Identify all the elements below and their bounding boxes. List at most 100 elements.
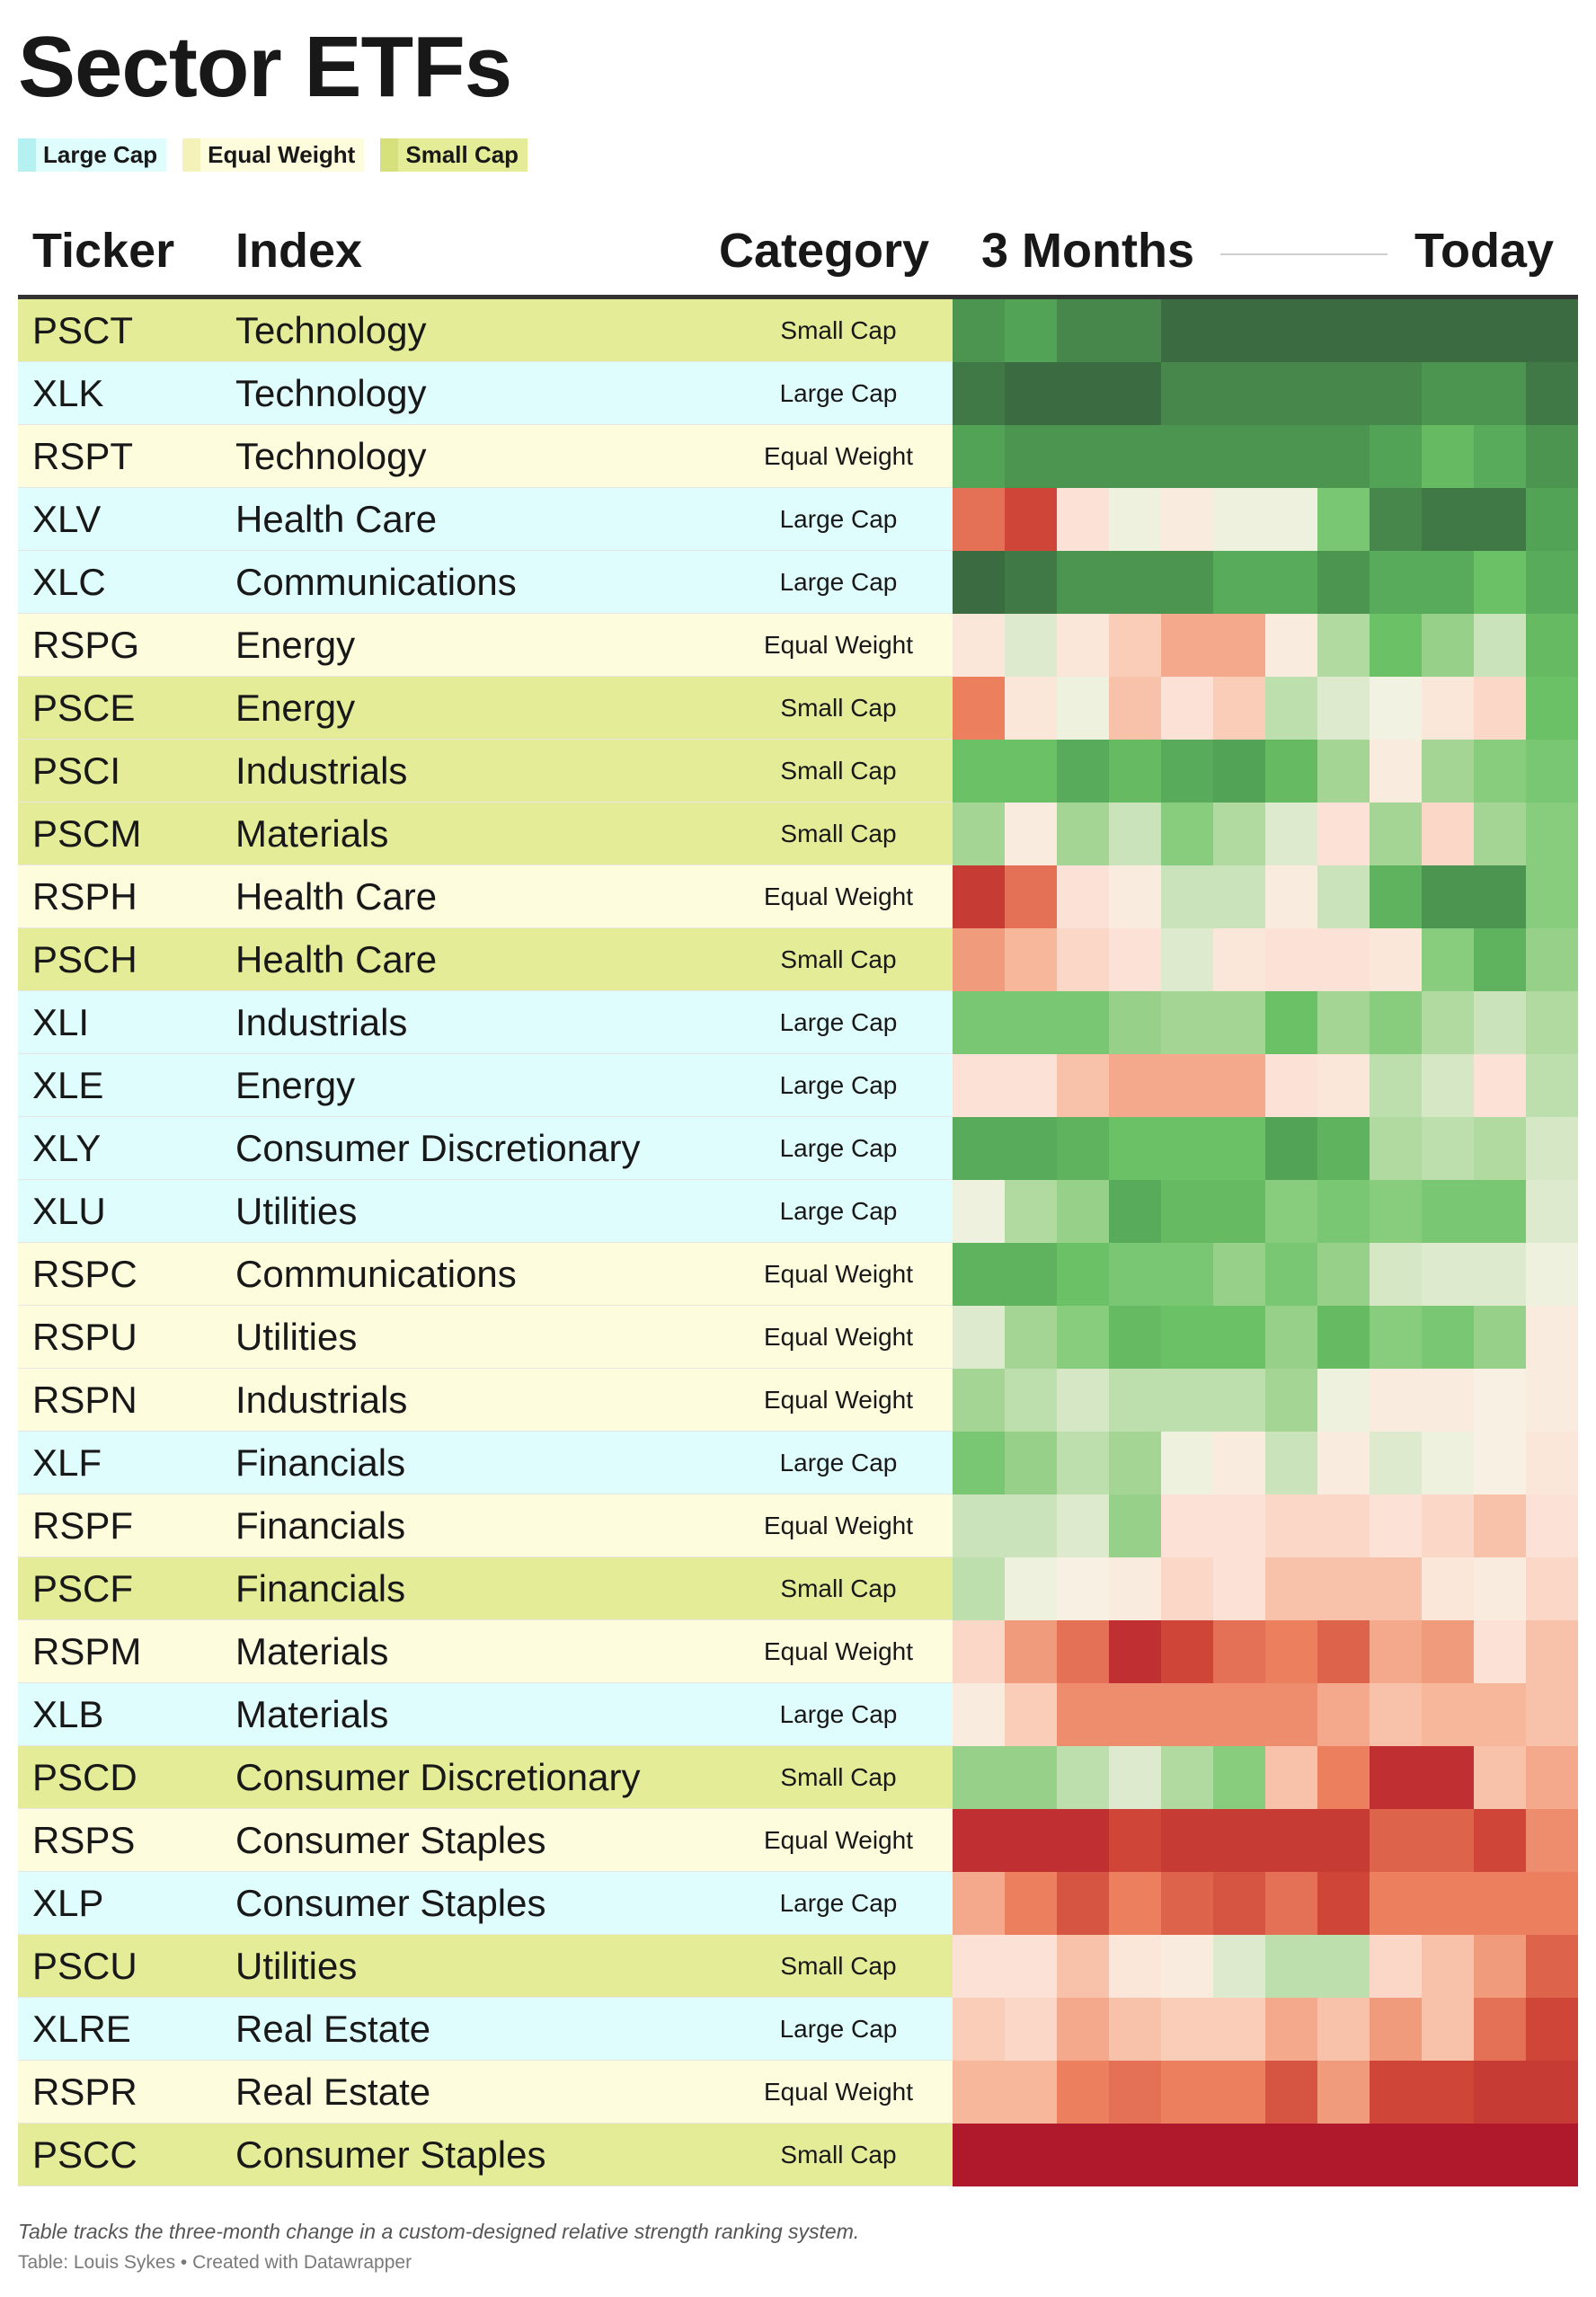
category-cell: Large Cap — [779, 2015, 898, 2043]
table-row: RSPH Health Care Equal Weight — [18, 865, 1578, 928]
header-category[interactable]: Category — [719, 224, 930, 278]
heat-cell — [1005, 2061, 1057, 2124]
heat-cell — [1109, 1998, 1161, 2061]
index-cell: Technology — [235, 309, 427, 351]
table-row: RSPS Consumer Staples Equal Weight — [18, 1809, 1578, 1872]
heat-strip — [953, 425, 1578, 488]
legend-swatch — [18, 138, 36, 172]
heat-cell — [1005, 803, 1057, 865]
heat-cell — [1213, 425, 1265, 488]
heat-cell — [953, 488, 1005, 551]
heat-cell — [1474, 362, 1526, 425]
heat-cell — [1213, 362, 1265, 425]
heat-cell — [1474, 740, 1526, 803]
heat-cell — [1109, 2124, 1161, 2186]
heat-cell — [1474, 1557, 1526, 1620]
header-ticker[interactable]: Ticker — [32, 224, 175, 278]
ticker-cell: XLRE — [32, 2008, 131, 2050]
heat-cell — [1422, 865, 1474, 928]
heat-cell — [1109, 1620, 1161, 1683]
heat-cell — [1005, 1998, 1057, 2061]
heat-cell — [1526, 1117, 1578, 1180]
heat-cell — [1057, 740, 1109, 803]
heat-cell — [1109, 865, 1161, 928]
heat-cell — [1422, 1180, 1474, 1243]
heat-cell — [1005, 1243, 1057, 1306]
heat-cell — [1109, 1746, 1161, 1809]
index-cell: Energy — [235, 624, 356, 666]
heat-cell — [1265, 1809, 1317, 1872]
heat-cell — [1317, 1306, 1370, 1369]
heat-cell — [1422, 928, 1474, 991]
heat-cell — [1265, 2124, 1317, 2186]
heat-cell — [1005, 425, 1057, 488]
heat-cell — [1109, 1054, 1161, 1117]
heat-cell — [1422, 425, 1474, 488]
index-cell: Materials — [235, 1630, 389, 1672]
ticker-cell: PSCH — [32, 938, 137, 980]
index-cell: Health Care — [235, 938, 438, 980]
heat-cell — [1422, 677, 1474, 740]
table-row: XLB Materials Large Cap — [18, 1683, 1578, 1746]
heat-cell — [1057, 1620, 1109, 1683]
table-row: XLV Health Care Large Cap — [18, 488, 1578, 551]
heat-cell — [953, 1620, 1005, 1683]
header-index[interactable]: Index — [235, 224, 363, 278]
ticker-cell: PSCD — [32, 1756, 137, 1798]
heat-cell — [1057, 1998, 1109, 2061]
heat-cell — [1317, 551, 1370, 614]
heat-cell — [1526, 425, 1578, 488]
heat-cell — [1161, 1432, 1213, 1494]
heat-cell — [1109, 425, 1161, 488]
heat-cell — [1005, 1746, 1057, 1809]
heat-cell — [1474, 551, 1526, 614]
heat-cell — [1370, 991, 1422, 1054]
heat-cell — [1161, 1243, 1213, 1306]
heat-cell — [1213, 551, 1265, 614]
heat-strip — [953, 1432, 1578, 1494]
heat-cell — [1057, 1369, 1109, 1432]
heat-cell — [1474, 1180, 1526, 1243]
heat-cell — [1474, 803, 1526, 865]
heat-cell — [1422, 2061, 1474, 2124]
category-cell: Small Cap — [780, 945, 897, 973]
heat-cell — [1370, 1809, 1422, 1872]
heat-strip — [953, 2061, 1578, 2124]
heat-cell — [1109, 551, 1161, 614]
ticker-cell: PSCF — [32, 1567, 134, 1610]
heat-cell — [1370, 1117, 1422, 1180]
heat-cell — [1422, 1557, 1474, 1620]
heat-cell — [1265, 1243, 1317, 1306]
heat-cell — [1526, 991, 1578, 1054]
heat-cell — [1526, 1746, 1578, 1809]
heat-cell — [1474, 425, 1526, 488]
heat-cell — [1265, 865, 1317, 928]
heat-cell — [953, 1054, 1005, 1117]
ticker-cell: RSPG — [32, 624, 140, 666]
heat-cell — [1474, 1243, 1526, 1306]
heat-strip — [953, 1998, 1578, 2061]
heat-cell — [1109, 1369, 1161, 1432]
heat-cell — [1161, 740, 1213, 803]
heat-cell — [1370, 299, 1422, 362]
heat-cell — [1161, 677, 1213, 740]
heat-cell — [1422, 1746, 1474, 1809]
heat-cell — [1370, 2124, 1422, 2186]
heat-cell — [1213, 2124, 1265, 2186]
heat-cell — [1422, 1809, 1474, 1872]
heat-cell — [953, 1683, 1005, 1746]
heat-strip — [953, 1243, 1578, 1306]
heat-cell — [1370, 2061, 1422, 2124]
heat-cell — [1265, 677, 1317, 740]
heat-cell — [1370, 614, 1422, 677]
heat-cell — [1213, 1872, 1265, 1935]
table-row: XLU Utilities Large Cap — [18, 1180, 1578, 1243]
heat-cell — [1317, 299, 1370, 362]
heat-cell — [1474, 1746, 1526, 1809]
heat-cell — [1474, 1872, 1526, 1935]
ticker-cell: XLF — [32, 1441, 102, 1484]
category-cell: Large Cap — [779, 1197, 898, 1225]
heat-cell — [1370, 1935, 1422, 1998]
heat-cell — [1213, 1432, 1265, 1494]
legend-large-cap: Large Cap — [18, 138, 167, 172]
